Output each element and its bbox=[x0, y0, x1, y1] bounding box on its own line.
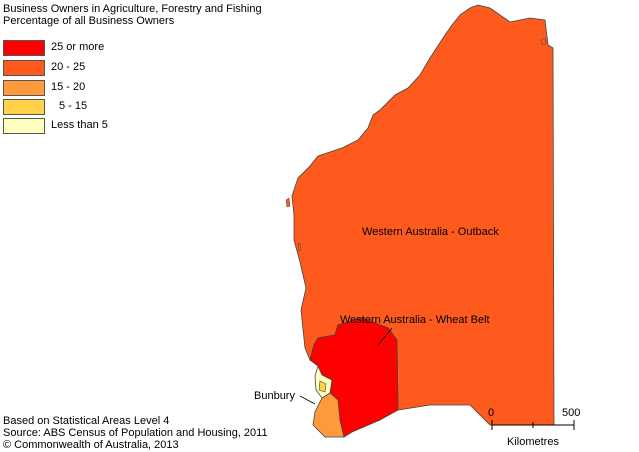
footer-copyright: © Commonwealth of Australia, 2013 bbox=[3, 439, 179, 451]
scale-start: 0 bbox=[488, 407, 494, 419]
island bbox=[286, 198, 290, 207]
scale-unit: Kilometres bbox=[507, 436, 559, 448]
label-outback: Western Australia - Outback bbox=[362, 226, 499, 238]
label-bunbury: Bunbury bbox=[254, 390, 295, 402]
scale-end: 500 bbox=[562, 407, 580, 419]
footer-note: Based on Statistical Areas Level 4 bbox=[3, 415, 169, 427]
footer-source: Source: ABS Census of Population and Hou… bbox=[3, 427, 268, 439]
label-wheatbelt: Western Australia - Wheat Belt bbox=[340, 314, 490, 326]
label-leader-line bbox=[300, 396, 315, 404]
